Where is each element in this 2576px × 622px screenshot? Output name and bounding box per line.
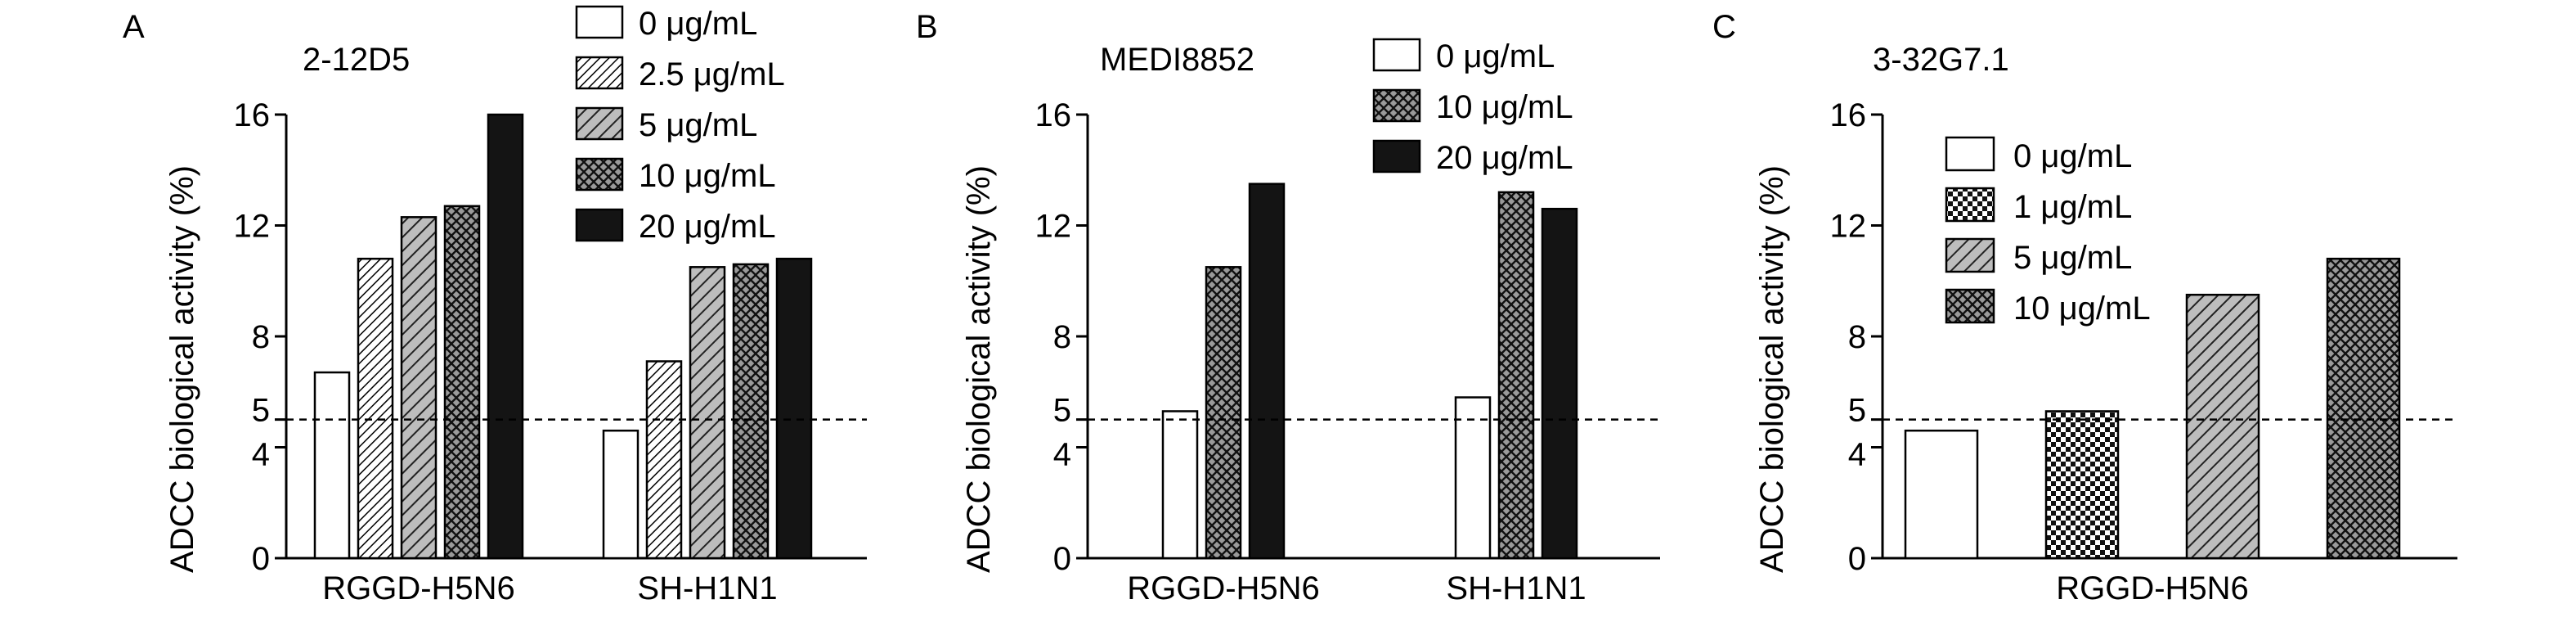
x-category-label: RGGD-H5N6: [322, 570, 515, 606]
legend-swatch: [575, 208, 624, 242]
y-axis-label: ADCC biological activity (%): [164, 165, 200, 573]
bar: [357, 257, 394, 560]
bar: [1248, 183, 1286, 560]
y-tick-label: 0: [1053, 541, 1071, 577]
y-tick-label: 0: [1848, 541, 1866, 577]
y-tick-label: 16: [1035, 97, 1072, 133]
bar: [487, 113, 524, 560]
bar: [1497, 191, 1535, 560]
panel-a: A 2-12D5 ADCC biological activity (%) 0 4 5 8 1…: [123, 5, 867, 606]
bar: [1205, 266, 1242, 560]
y-tick-label: 8: [1848, 319, 1866, 355]
legend-label: 20 μg/mL: [1436, 140, 1573, 176]
y-tick-label: 12: [234, 209, 271, 245]
y-tick-label: 12: [1035, 209, 1072, 245]
bar: [1161, 410, 1199, 560]
chart-title: 3-32G7.1: [1873, 42, 2009, 78]
legend-label: 0 μg/mL: [639, 6, 757, 42]
chart-title: 2-12D5: [303, 42, 410, 78]
legend-swatch: [575, 106, 624, 141]
bar: [1454, 396, 1492, 560]
legend-label: 2.5 μg/mL: [639, 56, 785, 92]
y-tick-label: 16: [1830, 97, 1867, 133]
y-tick-label: 8: [1053, 319, 1071, 355]
legend-label: 20 μg/mL: [639, 209, 776, 245]
y-tick-label: 4: [252, 437, 270, 473]
panel-letter: C: [1712, 9, 1736, 45]
y-tick-label: 0: [252, 541, 270, 577]
bar: [645, 360, 683, 560]
x-category-label: RGGD-H5N6: [2056, 570, 2249, 606]
x-category-label: SH-H1N1: [1446, 570, 1586, 606]
y-tick-label: 8: [252, 319, 270, 355]
panel-c: C 3-32G7.1 ADCC biological activity (%) 0 4 5…: [1712, 9, 2457, 606]
chart-title: MEDI8852: [1100, 42, 1254, 78]
bar: [2044, 410, 2120, 560]
legend-swatch: [575, 5, 624, 39]
legend-swatch: [1372, 38, 1421, 72]
legend-swatch: [1372, 88, 1421, 123]
legend-label: 5 μg/mL: [2013, 240, 2132, 276]
y-tick-label: 4: [1053, 437, 1071, 473]
y-tick-label: 4: [1848, 437, 1866, 473]
x-category-label: SH-H1N1: [637, 570, 777, 606]
y-tick-label: 5: [1848, 393, 1866, 429]
bar: [602, 429, 640, 560]
legend-label: 10 μg/mL: [639, 158, 776, 194]
y-axis-label: ADCC biological activity (%): [1754, 165, 1790, 573]
panel-letter: B: [916, 9, 938, 45]
legend-swatch: [1945, 288, 1995, 324]
y-tick-label: 5: [252, 393, 270, 429]
legend-swatch: [575, 157, 624, 192]
bar: [1541, 207, 1578, 560]
bar: [2185, 293, 2260, 560]
y-tick-label: 12: [1830, 209, 1867, 245]
bar: [2326, 257, 2401, 560]
y-tick-label: 16: [234, 97, 271, 133]
legend-label: 1 μg/mL: [2013, 189, 2132, 225]
bar: [775, 257, 813, 560]
legend-swatch: [1945, 136, 1995, 172]
legend-swatch: [575, 56, 624, 90]
legend-swatch: [1945, 187, 1995, 223]
legend: 0 μg/mL 2.5 μg/mL 5 μg/mL 10 μg/mL 20 μg/mL: [575, 5, 785, 245]
x-category-label: RGGD-H5N6: [1127, 570, 1320, 606]
panel-b: B MEDI8852 ADCC biological activity (%) 0 4 5…: [916, 9, 1660, 606]
panel-letter: A: [123, 9, 145, 45]
bar: [732, 263, 770, 560]
y-axis-label: ADCC biological activity (%): [961, 165, 997, 573]
bar: [313, 371, 351, 560]
legend-label: 10 μg/mL: [1436, 89, 1573, 125]
bar: [400, 216, 438, 560]
legend: 0 μg/mL 1 μg/mL 5 μg/mL 10 μg/mL: [1945, 136, 2151, 327]
legend: 0 μg/mL 10 μg/mL 20 μg/mL: [1372, 38, 1573, 176]
legend-label: 0 μg/mL: [1436, 38, 1555, 74]
bar: [1904, 429, 1979, 560]
legend-label: 10 μg/mL: [2013, 291, 2151, 327]
y-tick-label: 5: [1053, 393, 1071, 429]
legend-swatch: [1945, 237, 1995, 273]
bar: [443, 205, 481, 560]
bar: [689, 266, 726, 560]
legend-label: 0 μg/mL: [2013, 138, 2132, 174]
legend-swatch: [1372, 139, 1421, 174]
legend-label: 5 μg/mL: [639, 107, 757, 143]
